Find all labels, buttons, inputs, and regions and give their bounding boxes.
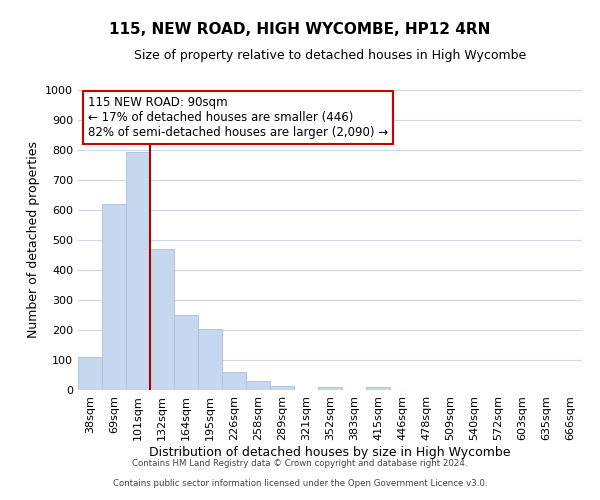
Bar — [246, 381, 270, 390]
Bar — [150, 249, 174, 390]
Bar — [126, 152, 150, 390]
Title: Size of property relative to detached houses in High Wycombe: Size of property relative to detached ho… — [134, 50, 526, 62]
Bar — [198, 328, 222, 390]
Bar — [270, 386, 294, 390]
X-axis label: Distribution of detached houses by size in High Wycombe: Distribution of detached houses by size … — [149, 446, 511, 458]
Text: 115 NEW ROAD: 90sqm
← 17% of detached houses are smaller (446)
82% of semi-detac: 115 NEW ROAD: 90sqm ← 17% of detached ho… — [88, 96, 388, 139]
Text: Contains HM Land Registry data © Crown copyright and database right 2024.: Contains HM Land Registry data © Crown c… — [132, 458, 468, 468]
Y-axis label: Number of detached properties: Number of detached properties — [26, 142, 40, 338]
Bar — [222, 372, 246, 390]
Text: Contains public sector information licensed under the Open Government Licence v3: Contains public sector information licen… — [113, 478, 487, 488]
Bar — [318, 387, 342, 390]
Bar — [102, 204, 126, 390]
Text: 115, NEW ROAD, HIGH WYCOMBE, HP12 4RN: 115, NEW ROAD, HIGH WYCOMBE, HP12 4RN — [109, 22, 491, 38]
Bar — [366, 387, 390, 390]
Bar — [174, 315, 198, 390]
Bar — [78, 357, 102, 390]
